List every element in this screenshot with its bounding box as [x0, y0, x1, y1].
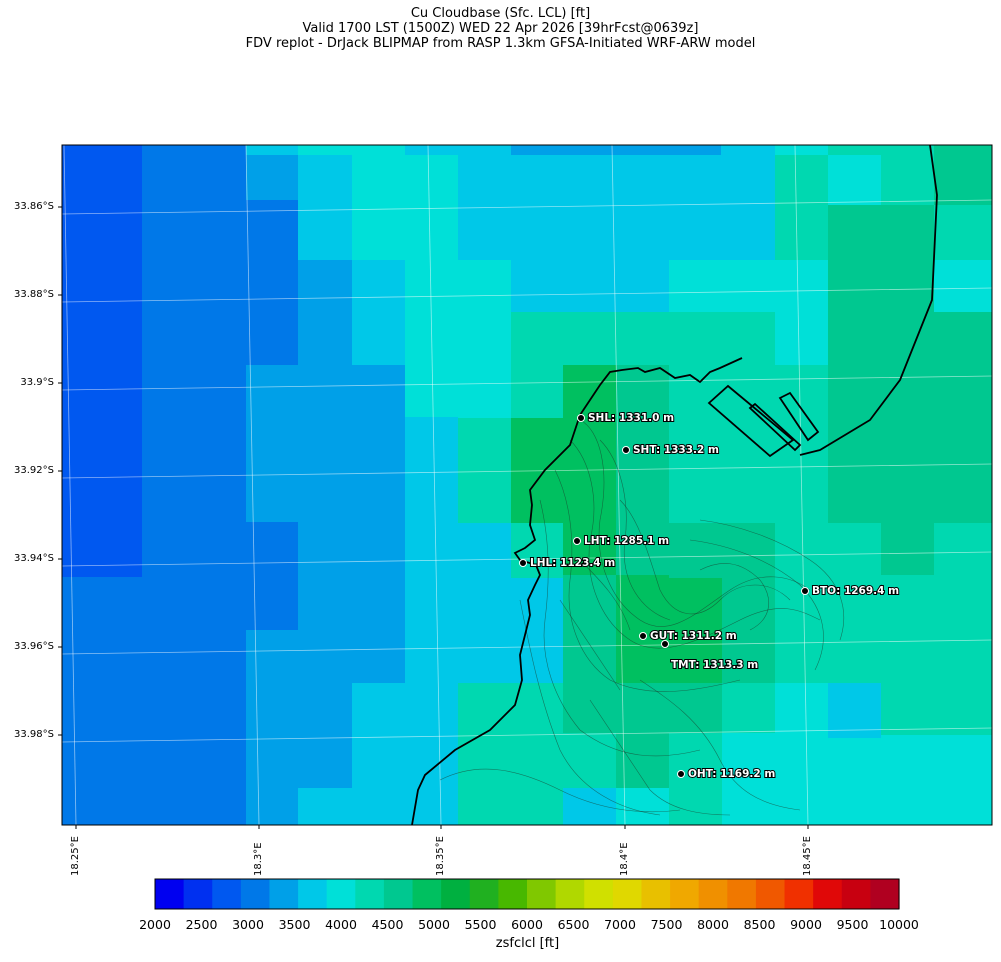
station-label: GUT: 1311.2 m — [650, 630, 737, 642]
station-label: TMT: 1313.3 m — [671, 659, 758, 671]
colorbar-frame — [154, 878, 900, 910]
colorbar-tick-label: 7000 — [604, 917, 636, 932]
station-tmt[interactable]: TMT: 1313.3 m — [661, 640, 759, 672]
colorbar-swatch — [784, 879, 814, 909]
station-lhl[interactable]: LHL: 1123.4 m — [519, 556, 616, 570]
lat-label: 33.9°S — [20, 377, 54, 388]
colorbar-tick-label: 3500 — [278, 917, 311, 932]
colorbar-label: zsfclcl [ft] — [495, 936, 560, 951]
title-line-3: FDV replot - DrJack BLIPMAP from RASP 1.… — [245, 36, 756, 51]
colorbar-swatch — [670, 879, 700, 909]
colorbar-tick-label: 4500 — [371, 917, 404, 932]
coastline-east — [799, 145, 938, 456]
colorbar-tick-label: 10000 — [879, 917, 919, 932]
station-label: LHL: 1123.4 m — [530, 557, 615, 569]
station-sht[interactable]: SHT: 1333.2 m — [622, 443, 720, 457]
title-line-1: Cu Cloudbase (Sfc. LCL) [ft] — [410, 6, 591, 21]
colorbar-tick-label: 5500 — [464, 917, 497, 932]
title-line-2: Valid 1700 LST (1500Z) WED 22 Apr 2026 [… — [302, 21, 699, 36]
graticule — [62, 145, 992, 825]
colorbar-swatch — [612, 879, 643, 909]
colorbar-swatch — [355, 879, 385, 909]
axis-ticks — [58, 206, 809, 829]
colorbar-swatch — [555, 879, 585, 909]
colorbar-tick-label: 5000 — [418, 917, 450, 932]
colorbar-swatch — [412, 879, 442, 909]
station-label: LHT: 1285.1 m — [584, 535, 669, 547]
lon-label: 18.25°E — [70, 836, 81, 876]
station-oht[interactable]: OHT: 1169.2 m — [677, 767, 776, 781]
station-label: SHT: 1333.2 m — [633, 444, 719, 456]
station-label: OHT: 1169.2 m — [688, 768, 775, 780]
colorbar-swatch — [183, 879, 213, 909]
map-title: Cu Cloudbase (Sfc. LCL) [ft] Valid 1700 … — [0, 6, 1001, 51]
colorbar-swatch — [441, 879, 471, 909]
lon-label: 18.35°E — [435, 836, 446, 876]
lat-label: 33.96°S — [14, 641, 54, 652]
colorbar-tick-label: 6000 — [511, 917, 543, 932]
station-label: BTO: 1269.4 m — [812, 585, 899, 597]
colorbar-tick-label: 2000 — [139, 917, 171, 932]
station-gut[interactable]: GUT: 1311.2 m — [639, 629, 738, 643]
colorbar-tick-label: 9000 — [790, 917, 822, 932]
colorbar-swatch — [527, 879, 557, 909]
colorbar-tick-label: 9500 — [836, 917, 869, 932]
lon-label: 18.45°E — [802, 836, 813, 876]
colorbar-swatch — [870, 879, 900, 909]
lat-label: 33.92°S — [14, 465, 54, 476]
colorbar-swatch — [383, 879, 414, 909]
colorbar-tick-label: 2500 — [185, 917, 218, 932]
harbour-breakwater — [707, 384, 795, 458]
coastline — [411, 357, 743, 825]
station-bto[interactable]: BTO: 1269.4 m — [801, 584, 900, 598]
colorbar-swatch — [841, 879, 871, 909]
colorbar-swatch — [155, 879, 185, 909]
colorbar-swatch — [641, 879, 671, 909]
colorbar-tick-label: 8000 — [697, 917, 729, 932]
colorbar-swatch — [212, 879, 242, 909]
cloudbase-grid — [62, 145, 992, 825]
lat-label: 33.86°S — [14, 201, 54, 212]
colorbar-tick-label: 6500 — [557, 917, 590, 932]
station-markers: SHL: 1331.0 m SHT: 1333.2 m LHT: 1285.1 … — [519, 411, 900, 781]
colorbar-swatch — [584, 879, 614, 909]
station-lht[interactable]: LHT: 1285.1 m — [573, 534, 670, 548]
colorbar-swatch — [813, 879, 843, 909]
map-frame — [61, 144, 993, 826]
colorbar — [155, 879, 900, 909]
harbour-pier — [748, 402, 802, 452]
colorbar-swatch — [240, 879, 271, 909]
lon-label: 18.3°E — [253, 842, 264, 876]
colorbar-tick-label: 3000 — [232, 917, 264, 932]
colorbar-swatch — [498, 879, 528, 909]
terrain-contours — [439, 419, 844, 816]
lon-label: 18.4°E — [619, 842, 630, 876]
lat-label: 33.98°S — [14, 729, 54, 740]
colorbar-swatch — [698, 879, 728, 909]
lat-label: 33.88°S — [14, 289, 54, 300]
colorbar-tick-label: 7500 — [650, 917, 683, 932]
colorbar-swatch — [469, 879, 499, 909]
map-area — [62, 145, 992, 825]
colorbar-tick-label: 4000 — [325, 917, 357, 932]
colorbar-swatch — [298, 879, 328, 909]
station-label: SHL: 1331.0 m — [588, 412, 674, 424]
station-shl[interactable]: SHL: 1331.0 m — [577, 411, 675, 425]
colorbar-swatch — [269, 879, 299, 909]
colorbar-tick-label: 8500 — [743, 917, 776, 932]
colorbar-swatch — [326, 879, 356, 909]
lat-label: 33.94°S — [14, 553, 54, 564]
colorbar-swatch — [755, 879, 786, 909]
colorbar-swatch — [727, 879, 757, 909]
harbour-jetty — [778, 391, 820, 442]
